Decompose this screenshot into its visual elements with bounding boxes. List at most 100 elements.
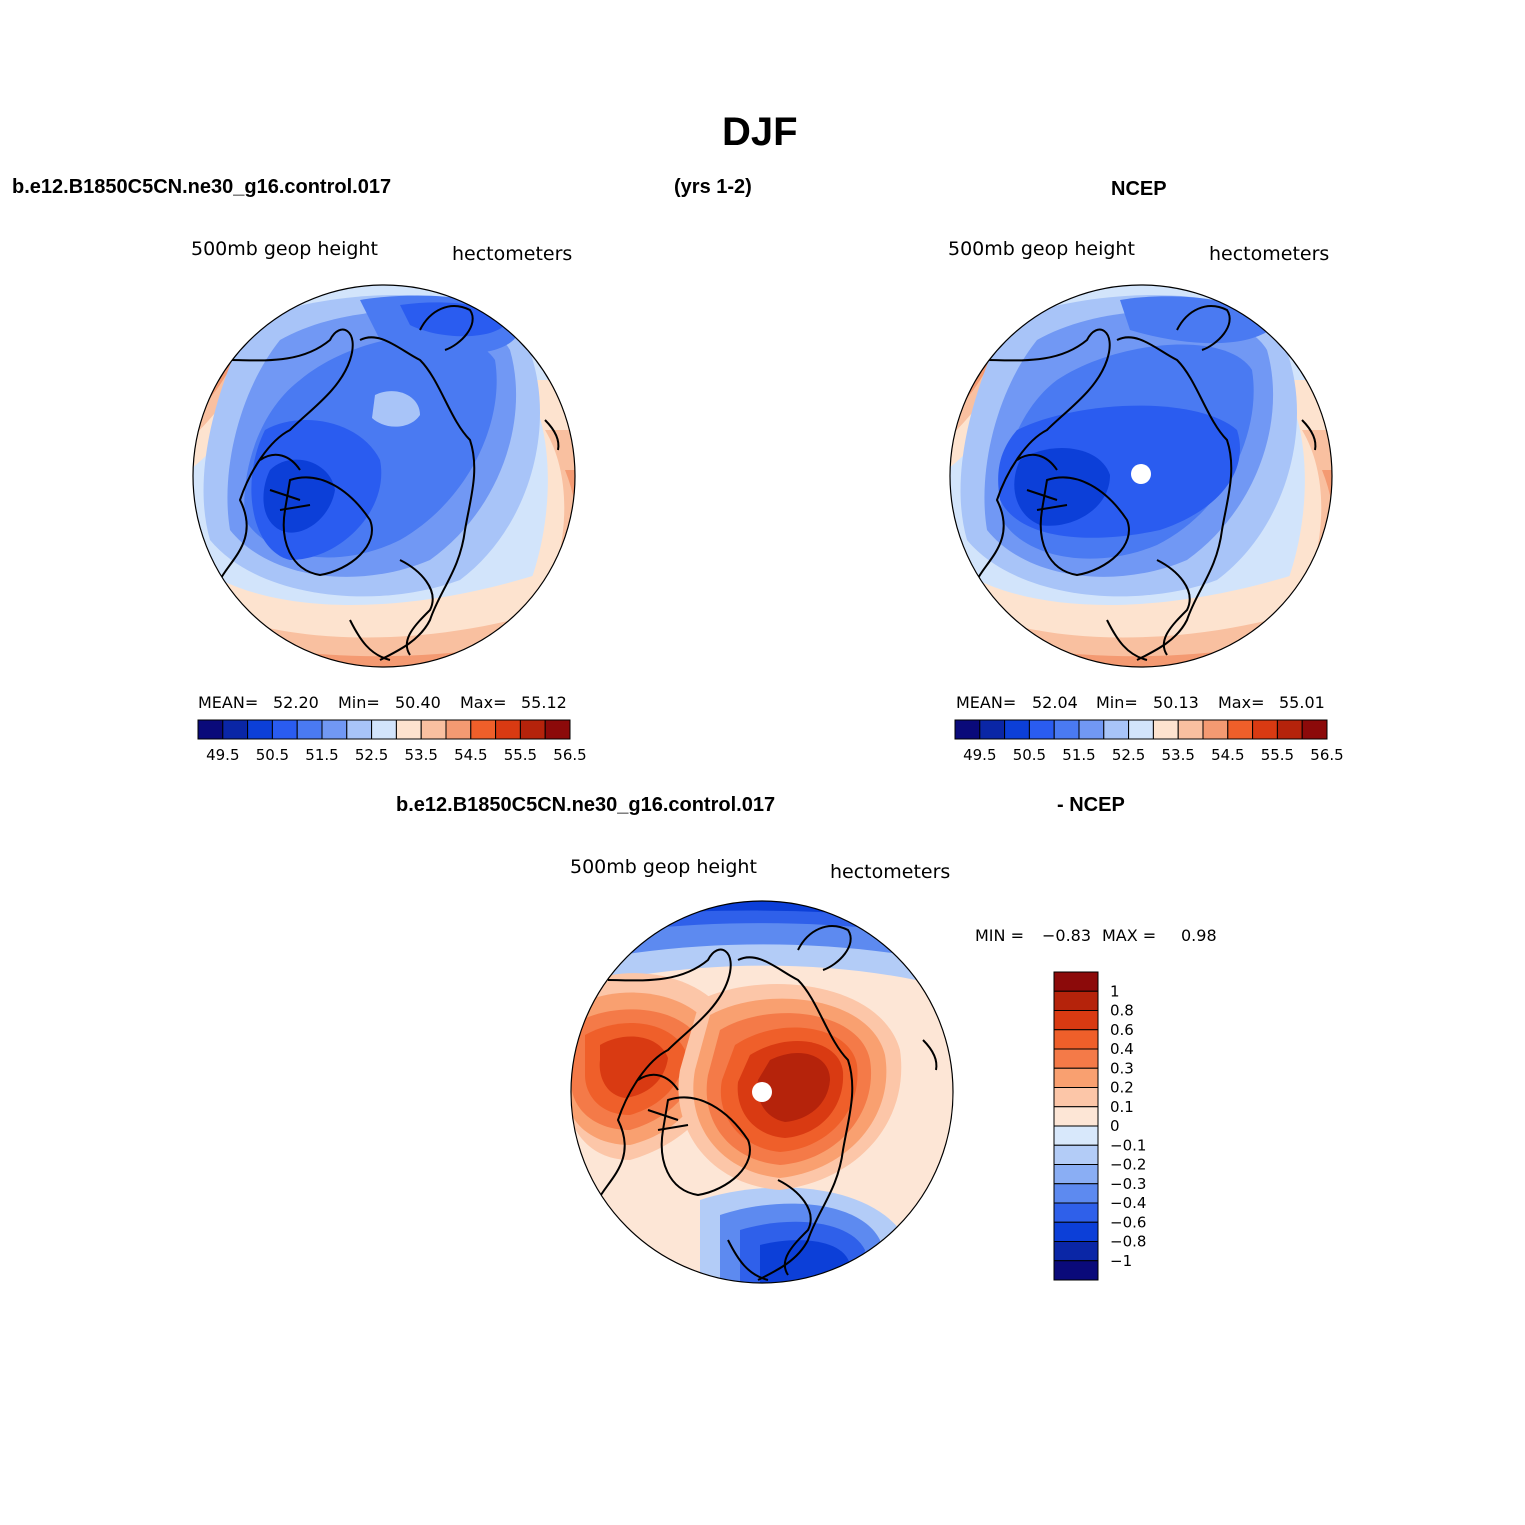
model-min-value: 50.40 xyxy=(395,693,441,712)
colorbar-tick-label: 0.4 xyxy=(1110,1040,1134,1058)
case-label: b.e12.B1850C5CN.ne30_g16.control.017 xyxy=(12,176,392,198)
colorbar-swatch xyxy=(1053,1048,1099,1069)
obs-pole-marker xyxy=(1131,464,1151,484)
colorbar-tick-label: 54.5 xyxy=(454,746,487,764)
colorbar-swatch xyxy=(1227,719,1254,740)
model-polar-map xyxy=(192,284,576,668)
colorbar-swatch xyxy=(1053,1106,1099,1127)
colorbar-swatch xyxy=(420,719,447,740)
diff-max-value: 0.98 xyxy=(1181,926,1217,945)
colorbar-tick-label: −0.1 xyxy=(1110,1136,1146,1154)
diff-obs-label: - NCEP xyxy=(1057,794,1125,816)
colorbar-swatch xyxy=(470,719,497,740)
colorbar-tick-label: 51.5 xyxy=(1062,746,1095,764)
diff-case-label: b.e12.B1850C5CN.ne30_g16.control.017 xyxy=(396,794,776,816)
figure-title: DJF xyxy=(722,110,798,154)
colorbar-swatch xyxy=(1301,719,1328,740)
colorbar-tick-label: 49.5 xyxy=(963,746,996,764)
colorbar-swatch xyxy=(1128,719,1154,740)
colorbar-swatch xyxy=(1053,1144,1099,1165)
colorbar-tick-label: 51.5 xyxy=(305,746,338,764)
model-min-label: Min= xyxy=(338,693,380,712)
colorbar-swatch xyxy=(1152,719,1179,740)
colorbar-tick-label: −0.6 xyxy=(1110,1213,1146,1231)
colorbar-swatch xyxy=(1053,1125,1099,1146)
colorbar-tick-label: 0.3 xyxy=(1110,1059,1134,1077)
colorbar-swatch xyxy=(1053,990,1099,1011)
obs-mean-label: MEAN= xyxy=(956,693,1017,712)
diff-units-label: hectometers xyxy=(830,861,951,883)
colorbar-tick-label: −0.8 xyxy=(1110,1233,1146,1251)
colorbar-tick-label: −0.3 xyxy=(1110,1175,1146,1193)
colorbar-swatch xyxy=(1053,1241,1099,1262)
obs-polar-map xyxy=(949,284,1333,668)
obs-max-value: 55.01 xyxy=(1279,693,1325,712)
obs-units-label: hectometers xyxy=(1209,243,1330,265)
colorbar-swatch xyxy=(1028,719,1055,740)
colorbar-swatch xyxy=(519,719,546,740)
colorbar-swatch xyxy=(1053,1067,1099,1088)
colorbar-tick-label: 54.5 xyxy=(1211,746,1244,764)
model-max-label: Max= xyxy=(460,693,507,712)
colorbar-swatch xyxy=(1053,1029,1099,1050)
colorbar-swatch xyxy=(1276,719,1303,740)
obs-variable-label: 500mb geop height xyxy=(948,238,1135,260)
model-mean-label: MEAN= xyxy=(198,693,259,712)
colorbar-swatch xyxy=(1053,1260,1099,1281)
colorbar-swatch xyxy=(321,719,348,740)
colorbar-swatch xyxy=(197,719,224,740)
colorbar-tick-label: 55.5 xyxy=(1261,746,1294,764)
colorbar-tick-label: −1 xyxy=(1110,1252,1132,1270)
colorbar-swatch xyxy=(296,719,323,740)
diff-variable-label: 500mb geop height xyxy=(570,856,757,878)
colorbar-swatch xyxy=(445,719,472,740)
colorbar-swatch xyxy=(1177,719,1204,740)
diff-pole-marker xyxy=(752,1082,772,1102)
colorbar-swatch xyxy=(1202,719,1229,740)
colorbar-swatch xyxy=(1053,1164,1099,1185)
colorbar-swatch xyxy=(1252,719,1278,740)
colorbar-tick-label: 49.5 xyxy=(206,746,239,764)
colorbar-swatch xyxy=(1053,719,1080,740)
obs-min-label: Min= xyxy=(1096,693,1138,712)
colorbar-tick-label: 50.5 xyxy=(1013,746,1046,764)
colorbar-swatch xyxy=(1004,719,1030,740)
colorbar-tick-label: −0.2 xyxy=(1110,1156,1146,1174)
colorbar-tick-label: 53.5 xyxy=(1161,746,1194,764)
colorbar-tick-label: 1 xyxy=(1110,982,1120,1000)
colorbar-swatch xyxy=(395,719,422,740)
colorbar-swatch xyxy=(1053,971,1099,992)
model-max-value: 55.12 xyxy=(521,693,567,712)
colorbar-tick-label: 56.5 xyxy=(553,746,586,764)
obs-mean-value: 52.04 xyxy=(1032,693,1078,712)
colorbar-swatch xyxy=(1053,1183,1099,1204)
model-variable-label: 500mb geop height xyxy=(191,238,378,260)
colorbar-swatch xyxy=(1053,1010,1099,1031)
colorbar-swatch xyxy=(1103,719,1130,740)
obs-label: NCEP xyxy=(1111,178,1167,200)
diff-colorbar: 1 0.80.60.40.3 0.20.10−0.1 −0.2−0.3−0.4−0.6… xyxy=(1053,971,1146,1281)
diff-max-label: MAX = xyxy=(1102,926,1157,945)
colorbar-tick-label: 53.5 xyxy=(404,746,437,764)
obs-max-label: Max= xyxy=(1218,693,1265,712)
obs-colorbar: 49.5 50.5 51.5 52.5 53.5 54.5 55.5 56.5 xyxy=(954,719,1344,764)
colorbar-tick-label: 56.5 xyxy=(1310,746,1343,764)
colorbar-swatch xyxy=(1053,1221,1099,1242)
colorbar-swatch xyxy=(247,719,273,740)
colorbar-tick-label: 52.5 xyxy=(1112,746,1145,764)
colorbar-tick-label: 0.6 xyxy=(1110,1021,1134,1039)
colorbar-swatch xyxy=(495,719,521,740)
colorbar-tick-label: 55.5 xyxy=(504,746,537,764)
colorbar-swatch xyxy=(1078,719,1105,740)
diff-min-label: MIN = xyxy=(975,926,1024,945)
colorbar-swatch xyxy=(271,719,298,740)
colorbar-swatch xyxy=(346,719,373,740)
model-units-label: hectometers xyxy=(452,243,573,265)
colorbar-swatch xyxy=(1053,1202,1099,1223)
colorbar-swatch xyxy=(979,719,1006,740)
years-label: (yrs 1-2) xyxy=(674,176,752,198)
colorbar-swatch xyxy=(544,719,571,740)
colorbar-tick-label: 52.5 xyxy=(355,746,388,764)
colorbar-swatch xyxy=(954,719,981,740)
